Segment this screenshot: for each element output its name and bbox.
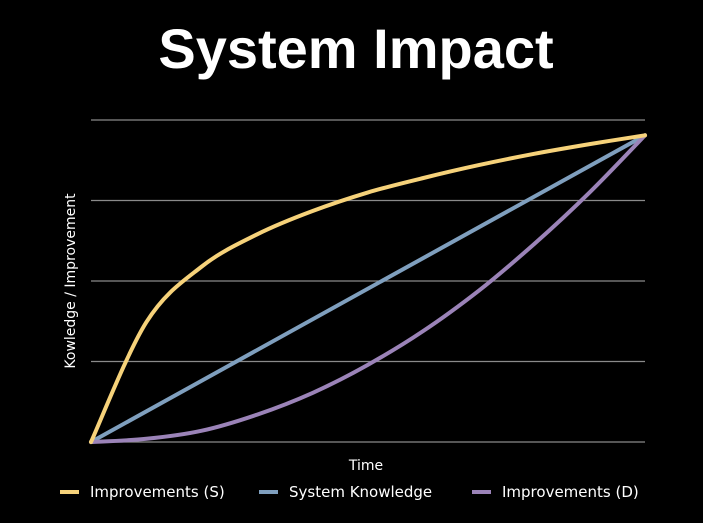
y-axis-label: Kowledge / Improvement [63, 193, 79, 369]
chart-title: System Impact [158, 17, 553, 80]
x-axis-label: Time [348, 458, 383, 474]
legend-label: Improvements (D) [502, 483, 639, 501]
series-line-system-knowledge [89, 133, 647, 444]
series-lines [89, 133, 647, 444]
series-line-improvements-s [89, 133, 647, 444]
series-line-improvements-d [89, 133, 647, 444]
legend: Improvements (S) System Knowledge Improvem… [60, 483, 639, 501]
grid-lines [91, 119, 645, 443]
legend-label: System Knowledge [289, 483, 432, 501]
legend-label: Improvements (S) [90, 483, 225, 501]
